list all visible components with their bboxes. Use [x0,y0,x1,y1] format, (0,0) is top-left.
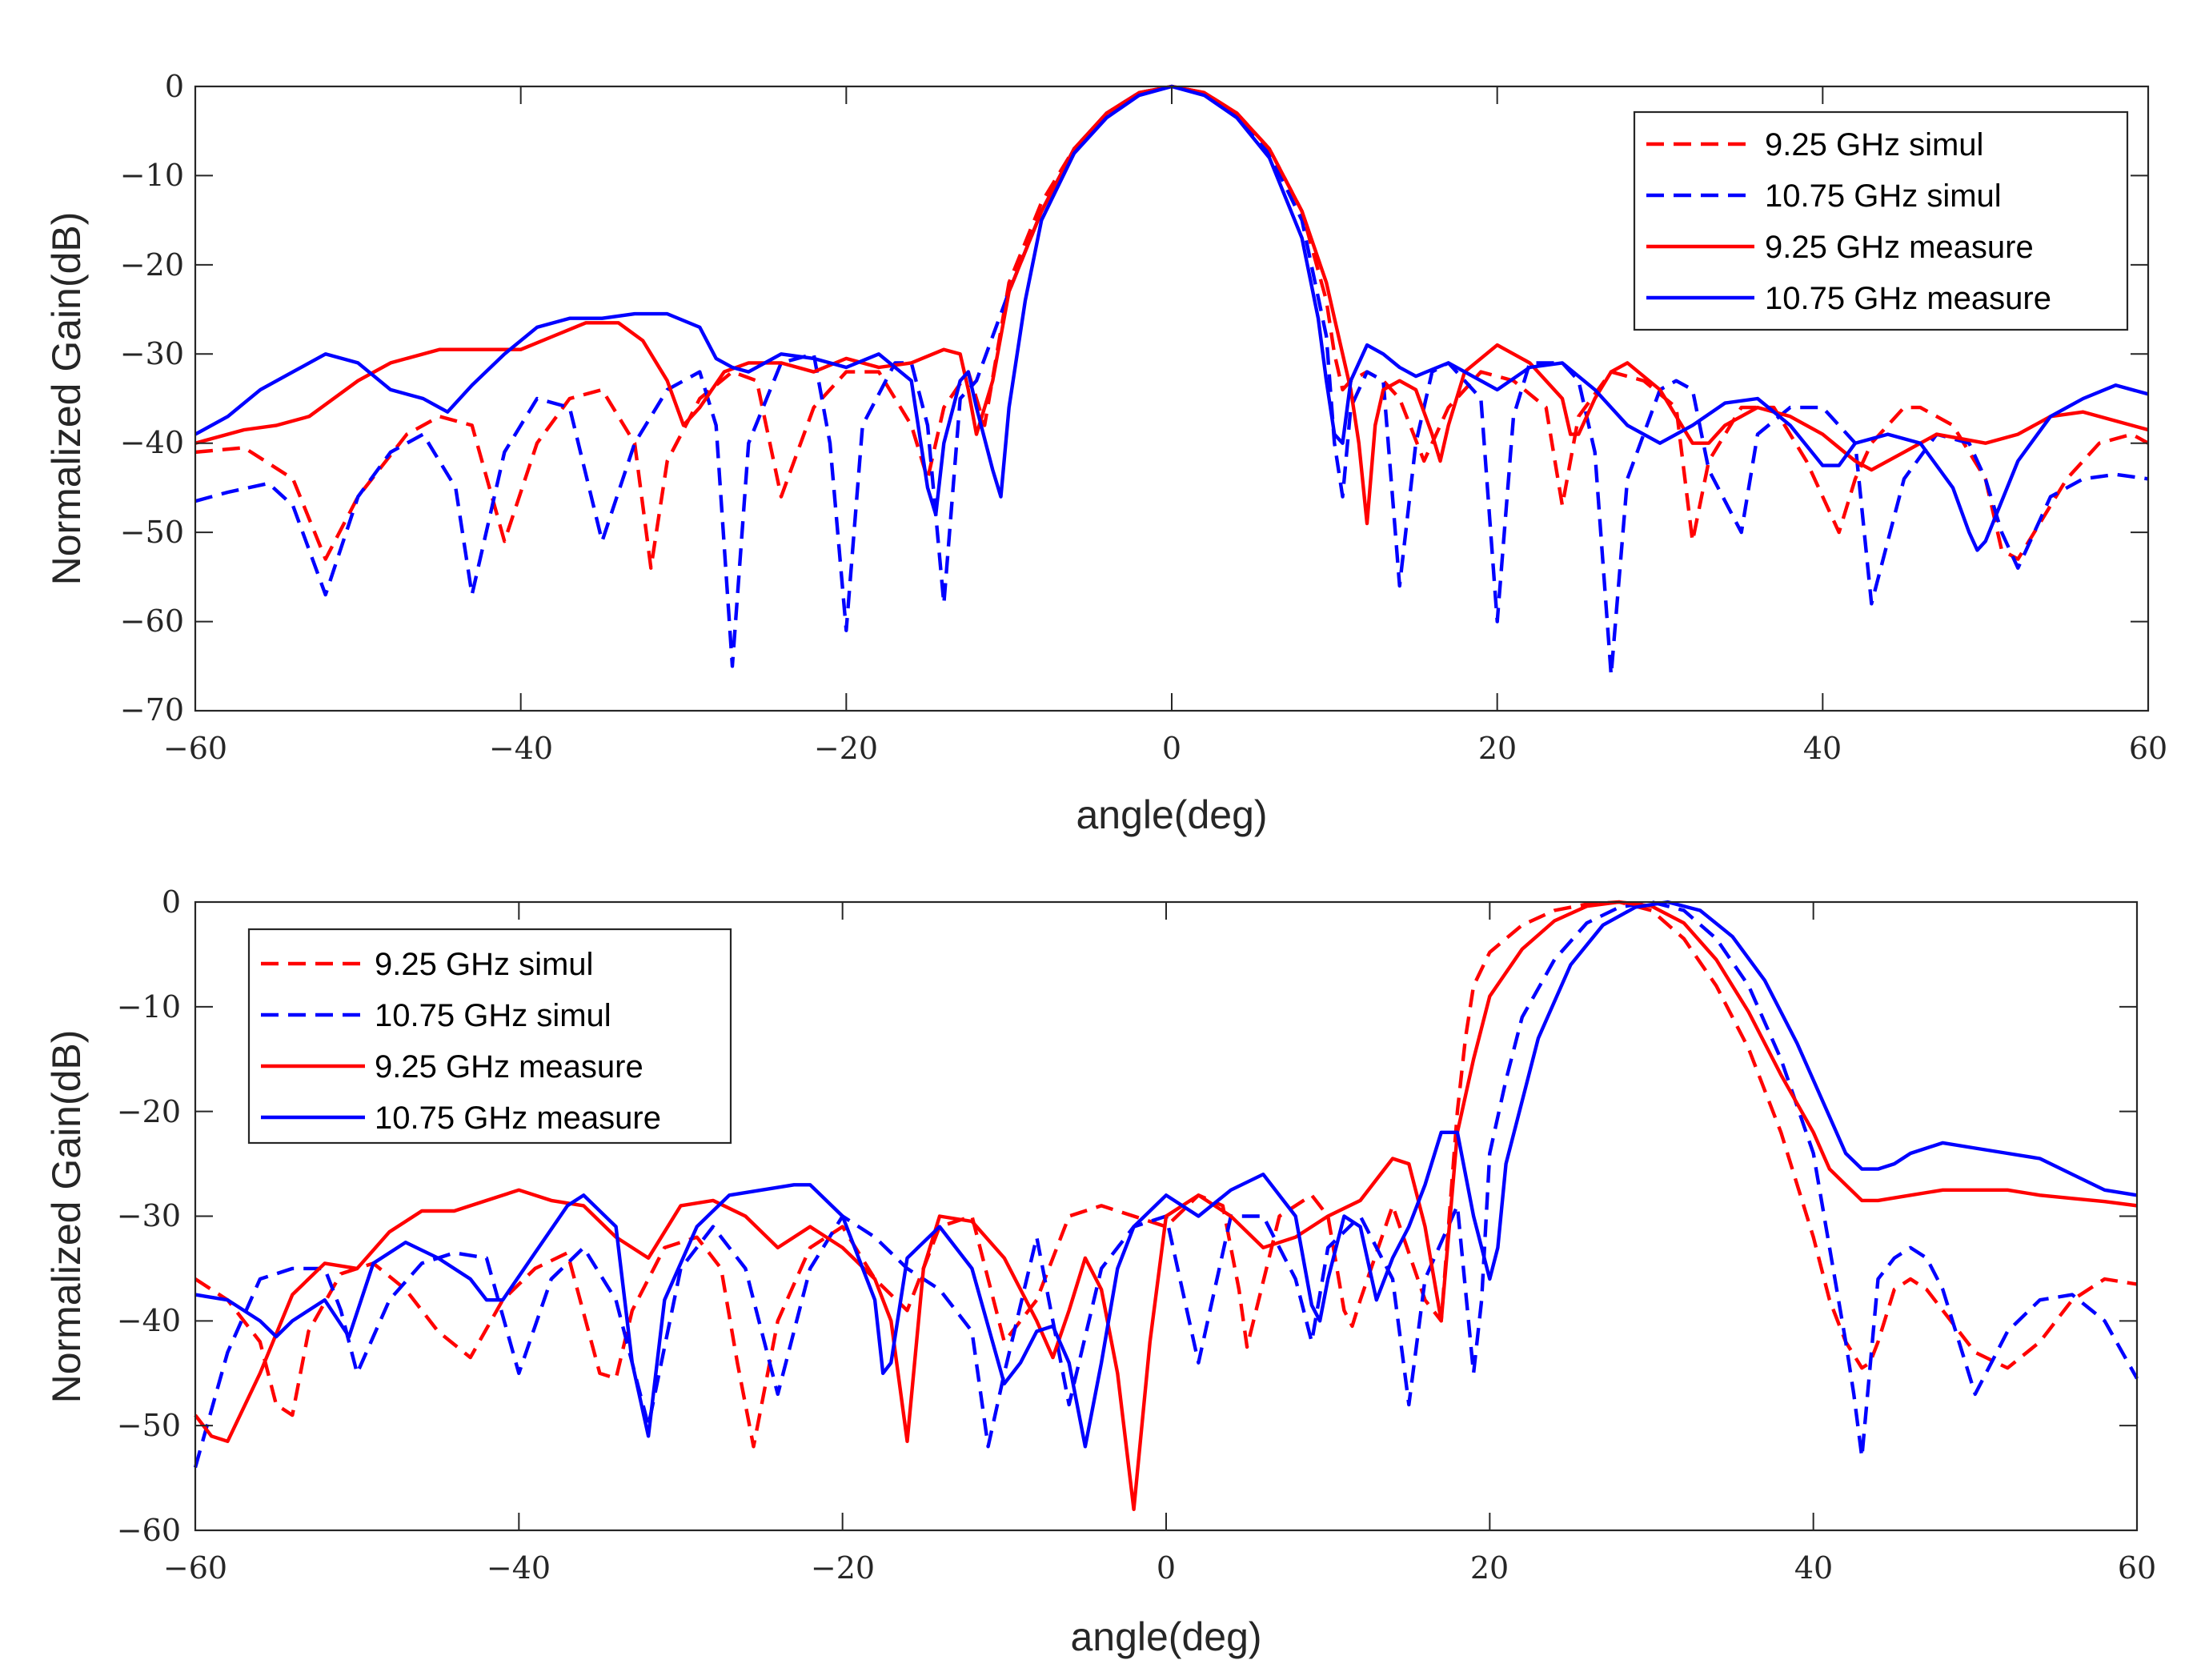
series-line-9-25-ghz-simul [194,900,2138,1449]
y-tick-label: −20 [120,247,184,283]
legend-label: 10.75 GHz simul [1765,178,2002,214]
legend-label: 10.75 GHz measure [1765,281,2051,316]
x-tick-label: 60 [2129,731,2167,766]
series-line-10-75-ghz-simul [194,84,2149,677]
x-tick-label: −20 [811,1550,875,1586]
y-tick-label: −50 [120,515,184,550]
legend-label: 9.25 GHz measure [375,1049,643,1085]
legend-label: 9.25 GHz simul [1765,127,1983,162]
x-tick-label: 60 [2118,1550,2156,1586]
series-line-9-25-ghz-simul [194,84,2150,570]
x-tick-label: 0 [1162,731,1181,766]
chart-top: 0 −10 −20 −30 −40 −50 −60 −70 −60 −40 −2… [44,69,2167,837]
x-axis-label: angle(deg) [1076,792,1267,837]
x-axis-label: angle(deg) [1070,1614,1261,1659]
x-tick-label: −40 [489,731,553,766]
x-tick-label: −20 [814,731,878,766]
tick-marks [194,86,2149,712]
y-tick-label: −30 [117,1198,181,1233]
legend-label: 9.25 GHz measure [1765,230,2034,265]
legend: 9.25 GHz simul 10.75 GHz simul 9.25 GHz … [1633,110,2129,331]
y-axis-label: Normalized Gain(dB) [44,1030,89,1404]
y-tick-label: 0 [162,884,181,920]
x-tick-label: −60 [163,731,227,766]
legend-label: 9.25 GHz simul [375,947,593,982]
y-tick-label: −20 [117,1094,181,1129]
x-tick-label: −40 [487,1550,551,1586]
x-tick-label: −60 [163,1550,227,1586]
legend-box [1633,110,2129,331]
series-layer [193,900,2139,1511]
y-axis-label: Normalized Gain(dB) [44,212,89,586]
legend: 9.25 GHz simul 10.75 GHz simul 9.25 GHz … [247,928,732,1145]
y-tick-label: −50 [117,1408,181,1443]
y-tick-label: −30 [120,336,184,371]
x-tick-label: 20 [1470,1550,1509,1586]
x-tick-label: 40 [1794,1550,1833,1586]
tick-marks [194,901,2138,1531]
y-tick-label: −70 [120,692,184,728]
y-tick-label: −40 [117,1303,181,1338]
legend-label: 10.75 GHz simul [375,998,611,1033]
y-tick-label: −10 [117,989,181,1024]
series-line-9-25-ghz-measure [194,900,2138,1511]
y-tick-label: −60 [117,1513,181,1548]
x-tick-label: 20 [1478,731,1517,766]
x-tick-label: 0 [1157,1550,1176,1586]
chart-bottom: 0 −10 −20 −30 −40 −50 −60 −60 −40 −20 0 … [44,884,2156,1659]
x-tick-label: 40 [1803,731,1842,766]
y-tick-label: 0 [165,69,184,104]
series-line-9-25-ghz-measure [194,84,2149,526]
y-tick-label: −10 [120,158,184,193]
series-line-10-75-ghz-measure [194,900,2138,1449]
legend-label: 10.75 GHz measure [375,1101,661,1136]
y-tick-label: −40 [120,425,184,460]
y-tick-label: −60 [120,603,184,639]
series-line-10-75-ghz-simul [193,900,2139,1469]
